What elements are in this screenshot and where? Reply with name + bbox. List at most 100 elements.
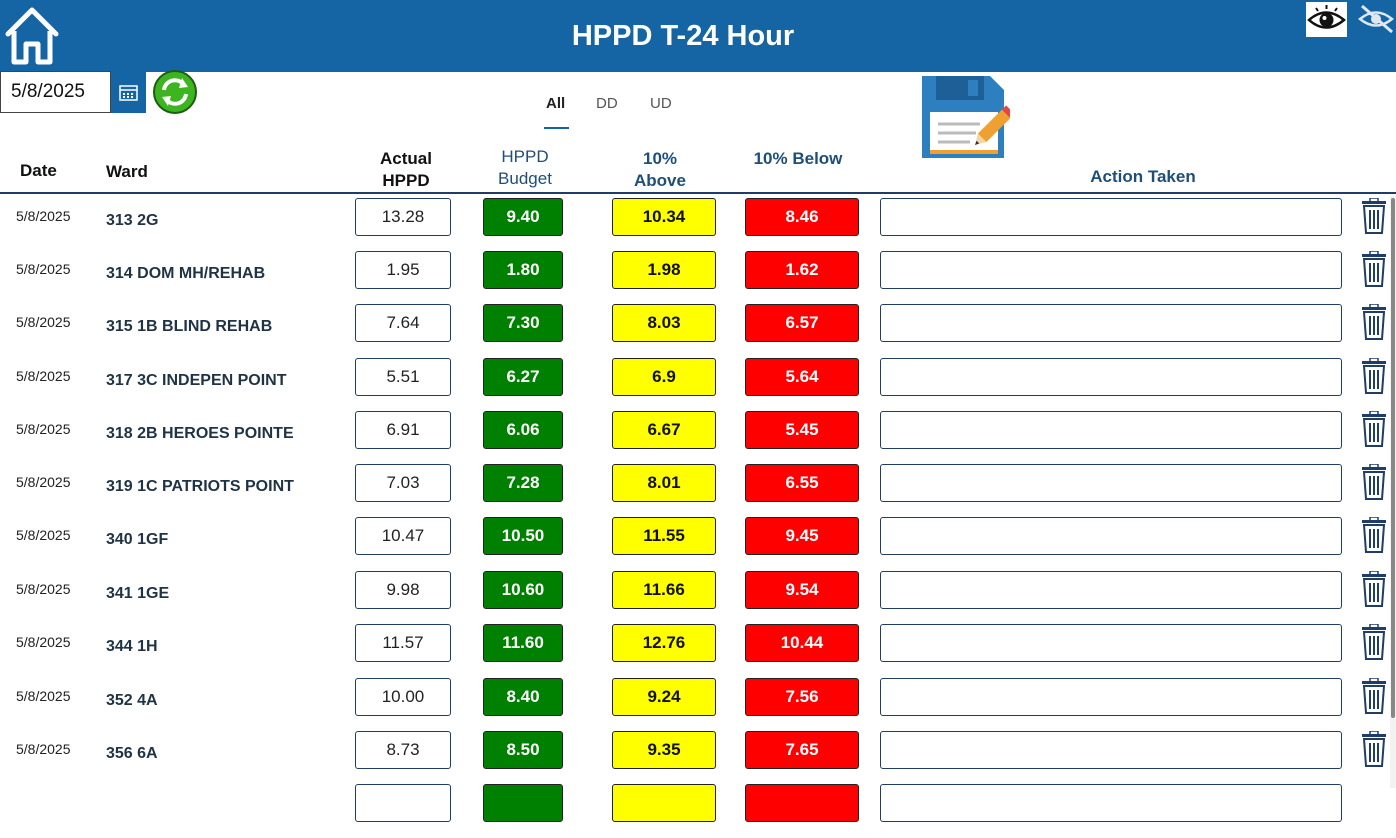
action-taken-input[interactable] bbox=[880, 731, 1342, 769]
trash-icon[interactable] bbox=[1360, 623, 1388, 660]
ten-percent-above-value: 6.9 bbox=[612, 358, 716, 396]
action-taken-input[interactable] bbox=[880, 464, 1342, 502]
ten-percent-above-value: 11.66 bbox=[612, 571, 716, 609]
action-taken-input[interactable] bbox=[880, 304, 1342, 342]
hppd-budget-value: 6.27 bbox=[483, 358, 563, 396]
actual-hppd-field[interactable]: 6.91 bbox=[355, 411, 451, 449]
row-ward: 318 2B HEROES POINTE bbox=[106, 425, 294, 442]
actual-hppd-field[interactable]: 5.51 bbox=[355, 358, 451, 396]
table-row: 5/8/2025 317 3C INDEPEN POINT 5.51 6.27 6.9 5… bbox=[0, 357, 1390, 412]
actual-hppd-field[interactable]: 11.57 bbox=[355, 624, 451, 662]
table-row: 5/8/2025 344 1H 11.57 11.60 12.76 10.44 bbox=[0, 623, 1390, 678]
row-ward: 341 1GE bbox=[106, 585, 170, 602]
trash-icon[interactable] bbox=[1360, 463, 1388, 500]
action-taken-input[interactable] bbox=[880, 517, 1342, 555]
column-header-date: Date bbox=[20, 161, 57, 180]
ten-percent-above-value: 8.03 bbox=[612, 304, 716, 342]
action-taken-input[interactable] bbox=[880, 358, 1342, 396]
action-taken-input[interactable] bbox=[880, 251, 1342, 289]
actual-hppd-field[interactable]: 8.73 bbox=[355, 731, 451, 769]
hppd-budget-value bbox=[483, 784, 563, 822]
refresh-icon[interactable] bbox=[152, 70, 198, 114]
ten-percent-above-value: 1.98 bbox=[612, 251, 716, 289]
column-header-actual-line1: Actual bbox=[380, 149, 432, 168]
hppd-budget-value: 10.50 bbox=[483, 517, 563, 555]
action-taken-input[interactable] bbox=[880, 411, 1342, 449]
eye-off-icon[interactable] bbox=[1356, 2, 1396, 37]
floppy-save-icon[interactable] bbox=[918, 72, 1015, 160]
hppd-budget-value: 9.40 bbox=[483, 198, 563, 236]
tab-ud[interactable]: UD bbox=[650, 95, 672, 112]
row-date: 5/8/2025 bbox=[16, 581, 71, 597]
action-taken-input[interactable] bbox=[880, 571, 1342, 609]
column-header-10-above: 10% Above bbox=[605, 148, 715, 192]
home-icon[interactable] bbox=[2, 4, 62, 66]
row-ward: 317 3C INDEPEN POINT bbox=[106, 372, 287, 389]
row-ward: 356 6A bbox=[106, 745, 158, 762]
hppd-budget-value: 10.60 bbox=[483, 571, 563, 609]
row-ward: 319 1C PATRIOTS POINT bbox=[106, 478, 294, 495]
actual-hppd-field[interactable]: 1.95 bbox=[355, 251, 451, 289]
actual-hppd-field[interactable]: 9.98 bbox=[355, 571, 451, 609]
ten-percent-above-value: 10.34 bbox=[612, 198, 716, 236]
hppd-budget-value: 7.28 bbox=[483, 464, 563, 502]
hppd-budget-value: 8.40 bbox=[483, 678, 563, 716]
header-divider bbox=[0, 192, 1396, 194]
trash-icon[interactable] bbox=[1360, 250, 1388, 287]
tab-all[interactable]: All bbox=[546, 95, 566, 112]
row-date: 5/8/2025 bbox=[16, 741, 71, 757]
row-ward: 344 1H bbox=[106, 638, 158, 655]
trash-icon[interactable] bbox=[1360, 410, 1388, 447]
ten-percent-below-value: 7.56 bbox=[745, 678, 859, 716]
hppd-budget-value: 7.30 bbox=[483, 304, 563, 342]
ten-percent-below-value: 5.45 bbox=[745, 411, 859, 449]
actual-hppd-field[interactable]: 10.47 bbox=[355, 517, 451, 555]
ten-percent-above-value: 9.24 bbox=[612, 678, 716, 716]
ten-percent-above-value: 6.67 bbox=[612, 411, 716, 449]
row-ward: 352 4A bbox=[106, 692, 158, 709]
hppd-budget-value: 1.80 bbox=[483, 251, 563, 289]
ten-percent-above-value bbox=[612, 784, 716, 822]
ten-percent-above-value: 12.76 bbox=[612, 624, 716, 662]
trash-icon[interactable] bbox=[1360, 677, 1388, 714]
calendar-icon[interactable] bbox=[111, 71, 146, 113]
trash-icon[interactable] bbox=[1360, 516, 1388, 553]
ten-percent-below-value: 10.44 bbox=[745, 624, 859, 662]
row-date: 5/8/2025 bbox=[16, 474, 71, 490]
row-ward: 314 DOM MH/REHAB bbox=[106, 265, 266, 282]
action-taken-input[interactable] bbox=[880, 624, 1342, 662]
trash-icon[interactable] bbox=[1360, 357, 1388, 394]
trash-icon[interactable] bbox=[1360, 730, 1388, 767]
actual-hppd-field[interactable]: 7.64 bbox=[355, 304, 451, 342]
date-input[interactable]: 5/8/2025 bbox=[0, 71, 111, 113]
ten-percent-below-value: 6.57 bbox=[745, 304, 859, 342]
column-header-above-line2: Above bbox=[634, 171, 686, 190]
trash-icon[interactable] bbox=[1360, 303, 1388, 340]
column-header-actual-line2: HPPD bbox=[382, 171, 430, 190]
table-row: 5/8/2025 319 1C PATRIOTS POINT 7.03 7.28 8.0… bbox=[0, 463, 1390, 518]
actual-hppd-field[interactable] bbox=[355, 784, 451, 822]
table-row: 5/8/2025 352 4A 10.00 8.40 9.24 7.56 bbox=[0, 677, 1390, 732]
table-row: 5/8/2025 340 1GF 10.47 10.50 11.55 9.45 bbox=[0, 516, 1390, 571]
eye-icon[interactable] bbox=[1306, 2, 1347, 37]
column-header-actual-hppd: Actual HPPD bbox=[356, 148, 456, 192]
scrollbar-thumb[interactable] bbox=[1391, 198, 1395, 718]
ten-percent-below-value bbox=[745, 784, 859, 822]
row-date: 5/8/2025 bbox=[16, 314, 71, 330]
ten-percent-below-value: 6.55 bbox=[745, 464, 859, 502]
actual-hppd-field[interactable]: 13.28 bbox=[355, 198, 451, 236]
ten-percent-below-value: 5.64 bbox=[745, 358, 859, 396]
action-taken-input[interactable] bbox=[880, 678, 1342, 716]
actual-hppd-field[interactable]: 7.03 bbox=[355, 464, 451, 502]
column-header-budget-line1: HPPD bbox=[501, 147, 549, 166]
table-row: 5/8/2025 313 2G 13.28 9.40 10.34 8.46 bbox=[0, 197, 1390, 252]
row-date: 5/8/2025 bbox=[16, 421, 71, 437]
action-taken-input[interactable] bbox=[880, 784, 1342, 822]
trash-icon[interactable] bbox=[1360, 197, 1388, 234]
action-taken-input[interactable] bbox=[880, 198, 1342, 236]
actual-hppd-field[interactable]: 10.00 bbox=[355, 678, 451, 716]
trash-icon[interactable] bbox=[1360, 570, 1388, 607]
tab-dd[interactable]: DD bbox=[596, 95, 618, 112]
app-header: HPPD T-24 Hour bbox=[0, 0, 1396, 72]
hppd-budget-value: 6.06 bbox=[483, 411, 563, 449]
